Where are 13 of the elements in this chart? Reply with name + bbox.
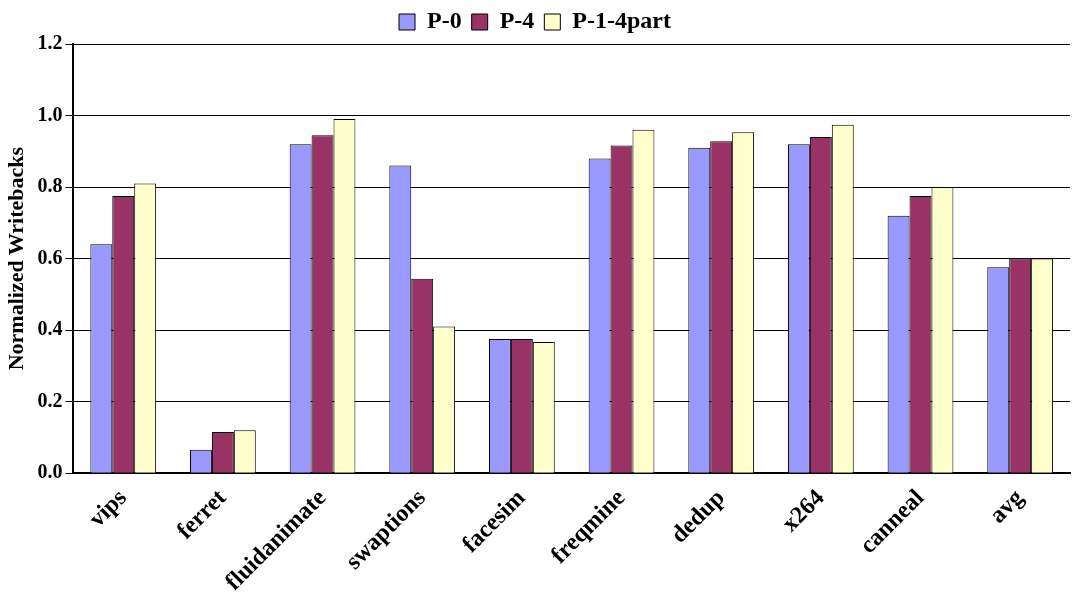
legend-label: P-4 [499,7,535,34]
x-tick-label: avg [984,483,1029,528]
y-tick-label: 0.8 [37,174,63,197]
y-axis-title: Normalized Writebacks [2,146,28,371]
x-tick-label: vips [83,483,132,532]
legend-label: P-0 [427,7,462,34]
y-tick-label: 1.0 [37,102,63,125]
y-tick-label: 1.2 [37,31,63,54]
y-tick-label: 0.2 [37,388,63,411]
y-tick-label: 0.0 [37,460,63,483]
legend-label: P-1-4part [572,7,671,34]
y-tick-label: 0.4 [37,317,63,340]
y-tick-label: 0.6 [37,245,63,268]
